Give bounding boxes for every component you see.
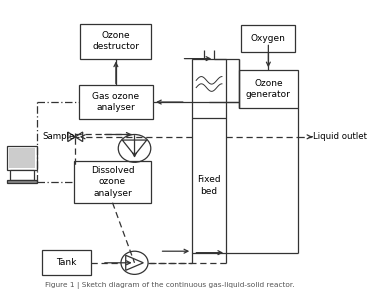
- Bar: [42, 251, 92, 275]
- Bar: [9, 148, 35, 168]
- Bar: [74, 161, 151, 203]
- Text: Sample: Sample: [43, 132, 75, 141]
- Text: Gas ozone
analyser: Gas ozone analyser: [92, 92, 140, 112]
- Text: Figure 1 | Sketch diagram of the continuous gas-liquid-solid reactor.: Figure 1 | Sketch diagram of the continu…: [45, 282, 295, 289]
- Text: Ozone
generator: Ozone generator: [246, 79, 291, 99]
- Bar: [239, 70, 298, 108]
- Bar: [7, 146, 37, 170]
- Text: Tank: Tank: [57, 258, 77, 267]
- Bar: [78, 85, 153, 119]
- Text: Ozone
destructor: Ozone destructor: [92, 31, 140, 52]
- Text: Liquid outlet: Liquid outlet: [314, 132, 368, 141]
- Bar: [241, 24, 295, 52]
- Bar: [10, 170, 34, 180]
- Text: Dissolved
ozone
analyser: Dissolved ozone analyser: [91, 166, 134, 198]
- Text: Fixed
bed: Fixed bed: [197, 175, 221, 196]
- Bar: [80, 24, 151, 58]
- Text: Oxygen: Oxygen: [251, 34, 286, 43]
- Bar: [192, 58, 226, 253]
- Bar: [7, 180, 37, 183]
